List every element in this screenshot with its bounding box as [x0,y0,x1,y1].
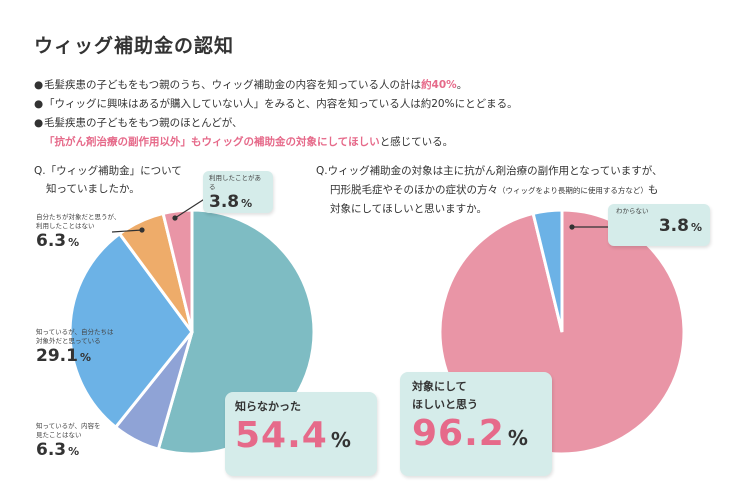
bullet-text: 「ウィッグに興味はあるが購入していない人」をみると、内容を知っている人は約20%… [44,98,518,110]
bullet-1: ●毛髪疾患の子どもをもつ親のうち、ウィッグ補助金の内容を知っている人の計は約40… [34,76,518,95]
value-percent: % [690,221,702,234]
label-dontknow: わからない 3.8% [608,204,710,246]
question-1: Q.「ウィッグ補助金」について 知っていましたか。 [34,162,182,198]
question-2-text: 円形脱毛症やそのほかの症状の方々 [330,184,498,196]
value-number: 6.3 [36,231,67,251]
leader-dot [172,215,178,221]
label-value: 96.2% [412,414,540,458]
value-number: 6.3 [36,440,67,460]
label-caption: 対象にして [412,380,467,393]
label-value: 6.3% [36,440,101,462]
bullet-text-end: 。 [456,79,468,91]
pie-expansion-slice-1 [531,208,564,333]
label-caption: 利用したことがある [209,174,261,191]
label-thought-ok: 自分たちが対象だと思うが、 利用したことはない 6.3% [36,213,120,253]
leader-line-used [174,197,207,219]
value-percent: % [241,197,253,210]
value-percent: % [79,351,91,364]
bullet-dot: ● [34,98,44,110]
label-used: 利用したことがある 3.8% [203,171,273,213]
question-2-line-2: 円形脱毛症やそのほかの症状の方々（ウィッグをより長期的に使用する方など）も [316,181,663,200]
page-title: ウィッグ補助金の認知 [34,35,235,57]
bullet-dot: ● [34,117,44,129]
label-thought-out: 知っているが、自分たちは 対象外だと思っている 29.1% [36,328,114,368]
value-number: 96.2 [412,413,505,454]
summary-bullets: ●毛髪疾患の子どもをもつ親のうち、ウィッグ補助金の内容を知っている人の計は約40… [34,76,518,152]
value-percent: % [507,426,529,450]
bullet-2: ●「ウィッグに興味はあるが購入していない人」をみると、内容を知っている人は約20… [34,95,518,114]
label-value: 3.8% [209,192,267,214]
label-caption: 対象外だと思っている [36,337,101,345]
leader-dot [569,224,575,230]
label-value: 3.8% [616,216,702,238]
label-caption: 知っているが、自分たちは [36,328,114,336]
bullet-highlight: 「抗がん剤治療の副作用以外」もウィッグの補助金の対象にしてほしい [44,136,380,148]
label-value: 29.1% [36,346,114,368]
question-2-line-1: Q.ウィッグ補助金の対象は主に抗がん剤治療の副作用となっていますが、 [316,165,663,177]
label-caption: ほしいと思う [412,398,478,411]
value-number: 3.8 [658,216,689,236]
label-want: 対象にして ほしいと思う 96.2% [400,372,552,476]
label-value: 54.4% [235,416,367,460]
question-2-line-3: 対象にしてほしいと思いますか。 [330,203,487,215]
question-1-line-1: Q.「ウィッグ補助金」について [34,165,182,177]
label-caption: わからない [616,207,649,215]
label-caption: 知らなかった [235,400,301,413]
leader-line-thought-ok [111,229,143,233]
label-caption: 知っているが、内容を [36,422,101,430]
value-number: 54.4 [235,415,328,456]
value-number: 3.8 [209,192,240,212]
bullet-text: 毛髪疾患の子どもをもつ親のうち、ウィッグ補助金の内容を知っている人の計は [44,79,422,91]
pie-awareness-slice-2 [68,231,194,430]
value-number: 29.1 [36,346,78,366]
question-2: Q.ウィッグ補助金の対象は主に抗がん剤治療の副作用となっていますが、 円形脱毛症… [316,162,663,219]
question-2-note: （ウィッグをより長期的に使用する方など） [498,186,648,195]
value-percent: % [68,236,80,249]
label-caption: 利用したことはない [36,222,95,230]
label-caption: 見たことはない [36,431,82,439]
label-caption: 自分たちが対象だと思うが、 [36,213,121,221]
label-value: 6.3% [36,231,120,253]
label-unseen: 知っているが、内容を 見たことはない 6.3% [36,422,101,462]
bullet-3-line-2: 「抗がん剤治療の副作用以外」もウィッグの補助金の対象にしてほしいと感じている。 [34,133,518,152]
bullet-text-end: と感じている。 [379,136,454,148]
question-2-text-end: も [647,184,659,196]
bullet-text: 毛髪疾患の子どもをもつ親のほとんどが、 [44,117,243,129]
bullet-dot: ● [34,79,44,91]
bullet-3: ●毛髪疾患の子どもをもつ親のほとんどが、 [34,114,518,133]
value-percent: % [68,445,80,458]
leader-lines [111,197,608,233]
label-unknown: 知らなかった 54.4% [225,392,377,476]
bullet-highlight: 約40% [421,79,457,91]
leader-dot [139,227,145,233]
pie-awareness-slice-4 [161,208,194,333]
value-percent: % [330,428,352,452]
question-1-line-2: 知っていましたか。 [46,183,140,195]
